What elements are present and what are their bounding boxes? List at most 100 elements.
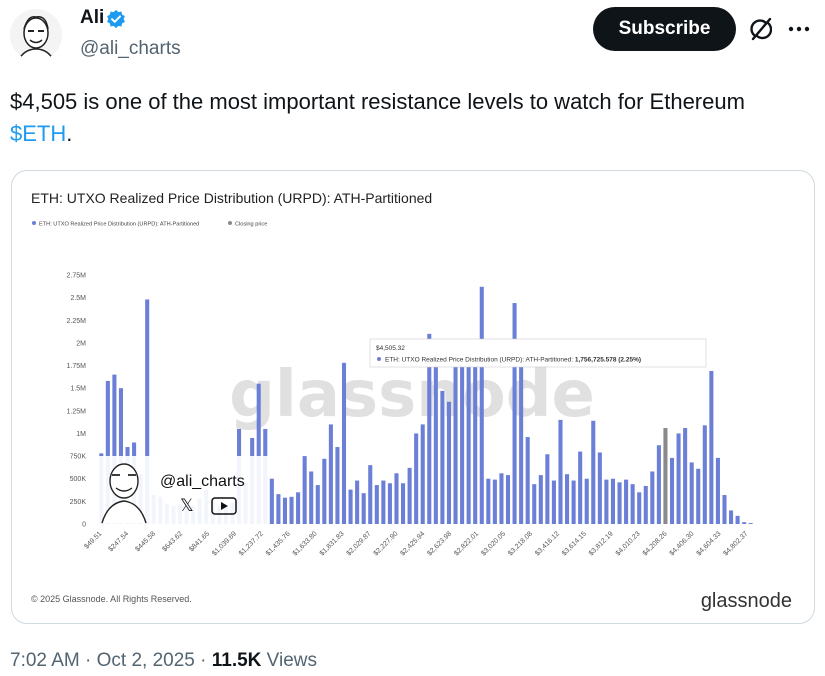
chart-bar bbox=[368, 465, 373, 524]
urpd-chart: ETH: UTXO Realized Price Distribution (U… bbox=[31, 190, 792, 612]
chart-bar bbox=[473, 351, 478, 524]
chart-bar bbox=[269, 478, 274, 524]
chart-bar bbox=[597, 452, 602, 524]
chart-bar bbox=[604, 479, 609, 524]
chart-bar bbox=[453, 342, 458, 524]
chart-bar bbox=[492, 479, 497, 524]
tweet-media-image[interactable]: ETH: UTXO Realized Price Distribution (U… bbox=[11, 170, 815, 624]
chart-bar bbox=[289, 496, 294, 524]
glassnode-brand-logo: glassnode bbox=[701, 590, 792, 612]
legend-closing-label: Closing price bbox=[235, 222, 267, 228]
tweet-time[interactable]: 7:02 AM bbox=[10, 650, 80, 671]
y-tick-label: 250K bbox=[70, 499, 87, 506]
y-tick-label: 2M bbox=[76, 340, 86, 347]
subscribe-button[interactable]: Subscribe bbox=[593, 7, 736, 51]
x-tick-label: $1,435.76 bbox=[265, 530, 292, 557]
chart-bar bbox=[630, 484, 635, 524]
x-logo-icon: 𝕏 bbox=[180, 496, 194, 516]
chart-bar bbox=[532, 484, 537, 524]
chart-bar bbox=[355, 480, 360, 524]
chart-bar bbox=[460, 356, 465, 524]
tweet-text-body: $4,505 is one of the most important resi… bbox=[10, 89, 745, 114]
x-tick-label: $4,802.37 bbox=[722, 530, 749, 557]
copyright-text: © 2025 Glassnode. All Rights Reserved. bbox=[31, 594, 192, 604]
chart-bar bbox=[715, 457, 720, 524]
grok-icon[interactable] bbox=[750, 17, 772, 41]
author-name[interactable]: Ali bbox=[80, 7, 105, 28]
chart-bar bbox=[335, 447, 340, 524]
x-axis: $49.51 $247.54 $445.58 $643.62 $841.65 $1,039… bbox=[83, 530, 749, 557]
author-sticker-overlay: @ali_charts 𝕏 bbox=[98, 456, 268, 526]
tweet-date[interactable]: Oct 2, 2025 bbox=[96, 650, 195, 671]
y-tick-label: 0 bbox=[82, 522, 86, 529]
x-tick-label: $3,812.19 bbox=[588, 530, 615, 557]
chart-bar bbox=[538, 475, 543, 524]
tooltip-price: $4,505.32 bbox=[376, 345, 405, 352]
chart-bar bbox=[381, 480, 386, 524]
chart-bar bbox=[578, 451, 583, 524]
chart-bar bbox=[486, 478, 491, 524]
y-tick-label: 500K bbox=[70, 476, 87, 483]
chart-bar bbox=[440, 390, 445, 524]
chart-bar bbox=[683, 428, 688, 524]
chart-bar bbox=[296, 492, 301, 524]
cartoon-face-avatar-icon bbox=[10, 9, 62, 61]
y-tick-label: 2.75M bbox=[67, 273, 87, 280]
chart-bar bbox=[302, 456, 307, 524]
x-tick-label: $247.54 bbox=[107, 530, 130, 553]
sticker-handle: @ali_charts bbox=[160, 473, 245, 490]
x-tick-label: $841.65 bbox=[188, 530, 211, 553]
x-tick-label: $643.62 bbox=[161, 530, 184, 553]
more-dots-icon[interactable] bbox=[788, 26, 810, 32]
chart-bar bbox=[584, 478, 589, 524]
x-tick-label: $3,416.12 bbox=[534, 530, 561, 557]
chart-bar bbox=[643, 485, 648, 524]
chart-bar bbox=[696, 468, 701, 524]
legend-closing-swatch bbox=[228, 221, 232, 225]
chart-bar bbox=[689, 462, 694, 524]
chart-title: ETH: UTXO Realized Price Distribution (U… bbox=[31, 190, 432, 206]
x-tick-label: $3,020.05 bbox=[480, 530, 507, 557]
author-avatar[interactable] bbox=[10, 9, 62, 61]
cashtag-link[interactable]: $ETH bbox=[10, 121, 67, 146]
chart-bar bbox=[315, 485, 320, 524]
x-tick-label: $1,237.72 bbox=[238, 530, 265, 557]
chart-bar bbox=[427, 333, 432, 524]
author-handle[interactable]: @ali_charts bbox=[80, 38, 181, 59]
x-tick-label: $2,623.98 bbox=[426, 530, 453, 557]
chart-bar bbox=[276, 494, 281, 524]
chart-bar bbox=[571, 480, 576, 524]
y-tick-label: 1.5M bbox=[70, 386, 86, 393]
tweet-text-end: . bbox=[66, 121, 73, 146]
chart-bar bbox=[702, 425, 707, 524]
chart-bar bbox=[669, 457, 675, 524]
chart-bar bbox=[565, 474, 570, 524]
chart-bar bbox=[650, 471, 655, 524]
chart-bar bbox=[407, 467, 412, 524]
chart-bar bbox=[387, 483, 392, 524]
chart-bar bbox=[433, 361, 438, 524]
x-tick-label: $4,406.30 bbox=[669, 530, 696, 557]
y-tick-label: 1M bbox=[76, 431, 86, 438]
watermark-text: glassnode bbox=[229, 358, 595, 432]
chart-bar bbox=[742, 522, 747, 524]
chart-bar bbox=[558, 419, 563, 524]
y-tick-label: 750K bbox=[70, 454, 87, 461]
y-tick-label: 2.25M bbox=[67, 318, 87, 325]
chart-bar bbox=[624, 479, 629, 524]
chart-bar bbox=[722, 495, 727, 524]
chart-bar bbox=[112, 374, 117, 524]
chart-bar bbox=[551, 480, 556, 524]
chart-bar bbox=[748, 523, 753, 524]
views-count: 11.5K bbox=[211, 650, 262, 671]
x-tick-label: $4,208.26 bbox=[642, 530, 669, 557]
chart-bar bbox=[328, 424, 333, 524]
x-tick-label: $445.58 bbox=[134, 530, 157, 553]
x-tick-label: $1,039.69 bbox=[211, 530, 238, 557]
youtube-icon bbox=[211, 497, 237, 515]
chart-bar bbox=[499, 473, 504, 524]
chart-bar bbox=[591, 420, 596, 524]
views-label: Views bbox=[266, 650, 318, 671]
chart-bar bbox=[420, 424, 425, 524]
chart-bar bbox=[656, 445, 661, 524]
